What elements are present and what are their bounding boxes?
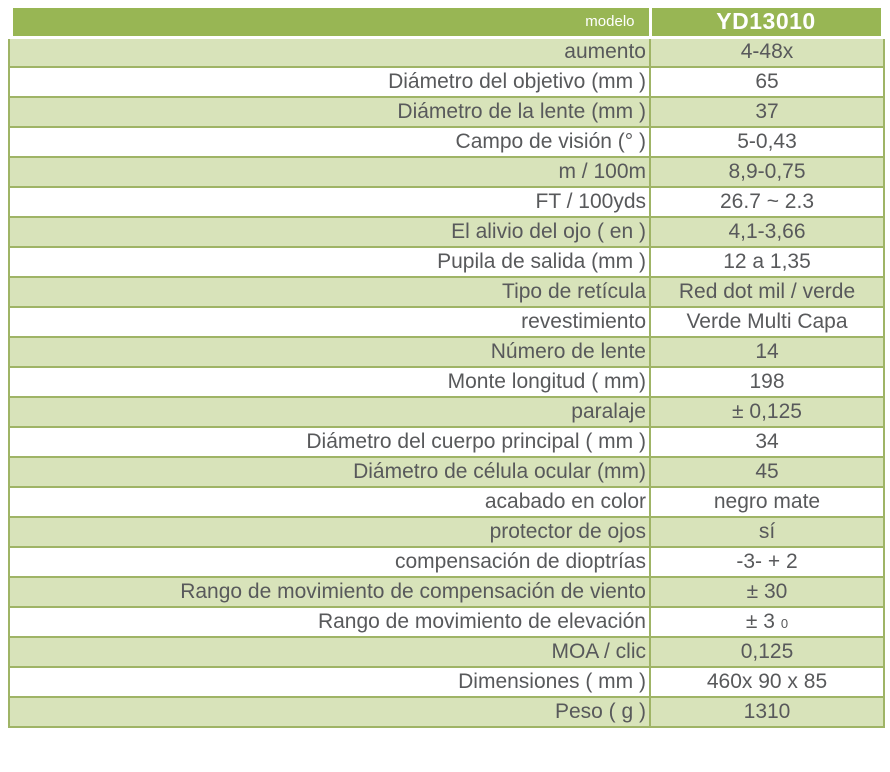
spec-row: acabado en color negro mate (8, 486, 885, 518)
spec-value: 12 a 1,35 (723, 250, 811, 273)
spec-label: El alivio del ojo ( en ) (8, 216, 651, 248)
spec-label: aumento (8, 36, 651, 68)
spec-label: Pupila de salida (mm ) (8, 246, 651, 278)
spec-value-cell: 34 (649, 426, 885, 458)
spec-value-cell: ± 0,125 (649, 396, 885, 428)
spec-row: Monte longitud ( mm) 198 (8, 366, 885, 398)
spec-value-cell: 14 (649, 336, 885, 368)
spec-value-cell: 1310 (649, 696, 885, 728)
spec-row: paralaje ± 0,125 (8, 396, 885, 428)
spec-label: compensación de dioptrías (8, 546, 651, 578)
spec-value: 14 (755, 340, 779, 363)
header-row: modelo YD13010 (5, 8, 888, 39)
spec-value-cell: 460x 90 x 85 (649, 666, 885, 698)
spec-value-cell: negro mate (649, 486, 885, 518)
spec-row: Tipo de retícula Red dot mil / verde (8, 276, 885, 308)
spec-value-cell: 5-0,43 (649, 126, 885, 158)
spec-value: sí (758, 520, 776, 543)
spec-row: El alivio del ojo ( en ) 4,1-3,66 (8, 216, 885, 248)
spec-label: Tipo de retícula (8, 276, 651, 308)
spec-label: protector de ojos (8, 516, 651, 548)
spec-value-cell: 65 (649, 66, 885, 98)
spec-value-cell: -3- + 2 (649, 546, 885, 578)
spec-row: FT / 100yds 26.7 ~ 2.3 (8, 186, 885, 218)
spec-label: Diámetro del cuerpo principal ( mm ) (8, 426, 651, 458)
spec-row: Diámetro del objetivo (mm ) 65 (8, 66, 885, 98)
spec-row: revestimiento Verde Multi Capa (8, 306, 885, 338)
spec-label: Diámetro de la lente (mm ) (8, 96, 651, 128)
spec-label: acabado en color (8, 486, 651, 518)
spec-row: m / 100m 8,9-0,75 (8, 156, 885, 188)
spec-label: revestimiento (8, 306, 651, 338)
spec-row: aumento 4-48x (8, 36, 885, 68)
spec-row: Campo de visión (° ) 5-0,43 (8, 126, 885, 158)
spec-row: Rango de movimiento de compensación de v… (8, 576, 885, 608)
spec-value-cell: 198 (649, 366, 885, 398)
spec-row: Diámetro del cuerpo principal ( mm ) 34 (8, 426, 885, 458)
spec-label: paralaje (8, 396, 651, 428)
model-number: YD13010 (650, 8, 888, 39)
spec-label: Rango de movimiento de elevación (8, 606, 651, 638)
spec-row: Peso ( g ) 1310 (8, 696, 885, 728)
spec-value: 0,125 (740, 640, 794, 663)
spec-label: Diámetro del objetivo (mm ) (8, 66, 651, 98)
spec-value-cell: Verde Multi Capa (649, 306, 885, 338)
spec-value-cell: 12 a 1,35 (649, 246, 885, 278)
spec-row: compensación de dioptrías -3- + 2 (8, 546, 885, 578)
spec-value: Verde Multi Capa (686, 310, 848, 333)
spec-value-cell: 0,125 (649, 636, 885, 668)
spec-value-cell: Red dot mil / verde (649, 276, 885, 308)
spec-value: 65 (755, 70, 779, 93)
spec-row: Rango de movimiento de elevación ± 3 0 (8, 606, 885, 638)
spec-value: 4,1-3,66 (728, 220, 806, 243)
spec-label: Monte longitud ( mm) (8, 366, 651, 398)
spec-label: Dimensiones ( mm ) (8, 666, 651, 698)
spec-value-small-suffix: 0 (780, 616, 789, 631)
spec-value: 34 (755, 430, 779, 453)
spec-table: modelo YD13010 aumento 4-48x Diámetro del … (5, 8, 888, 728)
spec-label: Peso ( g ) (8, 696, 651, 728)
spec-value: 8,9-0,75 (728, 160, 806, 183)
spec-value: 4-48x (740, 40, 794, 64)
spec-value: -3- + 2 (736, 550, 798, 573)
spec-row: Pupila de salida (mm ) 12 a 1,35 (8, 246, 885, 278)
spec-value: ± 3 (745, 610, 775, 633)
spec-label: Número de lente (8, 336, 651, 368)
spec-label: MOA / clic (8, 636, 651, 668)
spec-row: Dimensiones ( mm ) 460x 90 x 85 (8, 666, 885, 698)
spec-label: FT / 100yds (8, 186, 651, 218)
spec-value-cell: sí (649, 516, 885, 548)
spec-value-cell: 4-48x (649, 36, 885, 68)
model-header-label: modelo (5, 8, 652, 39)
spec-value: 5-0,43 (737, 130, 797, 153)
spec-value: 37 (755, 100, 779, 123)
spec-label: Campo de visión (° ) (8, 126, 651, 158)
spec-value: 460x 90 x 85 (706, 670, 828, 693)
spec-value-cell: 8,9-0,75 (649, 156, 885, 188)
spec-value: 45 (755, 460, 779, 483)
spec-row: Diámetro de célula ocular (mm) 45 (8, 456, 885, 488)
spec-row: Número de lente 14 (8, 336, 885, 368)
spec-row: protector de ojos sí (8, 516, 885, 548)
spec-value-cell: 45 (649, 456, 885, 488)
spec-label: m / 100m (8, 156, 651, 188)
spec-value: 1310 (743, 700, 791, 723)
spec-value: ± 0,125 (732, 400, 802, 423)
spec-value: 198 (749, 370, 785, 393)
spec-value: ± 30 (746, 580, 788, 603)
spec-value: 26.7 ~ 2.3 (720, 190, 814, 213)
spec-value-cell: 4,1-3,66 (649, 216, 885, 248)
spec-row: Diámetro de la lente (mm ) 37 (8, 96, 885, 128)
spec-label: Diámetro de célula ocular (mm) (8, 456, 651, 488)
spec-value-cell: ± 30 (649, 576, 885, 608)
spec-label: Rango de movimiento de compensación de v… (8, 576, 651, 608)
spec-value-cell: 26.7 ~ 2.3 (649, 186, 885, 218)
spec-value-cell: 37 (649, 96, 885, 128)
spec-row: MOA / clic 0,125 (8, 636, 885, 668)
spec-value: negro mate (713, 490, 821, 513)
spec-value: Red dot mil / verde (678, 280, 856, 303)
spec-value-cell: ± 3 0 (649, 606, 885, 638)
